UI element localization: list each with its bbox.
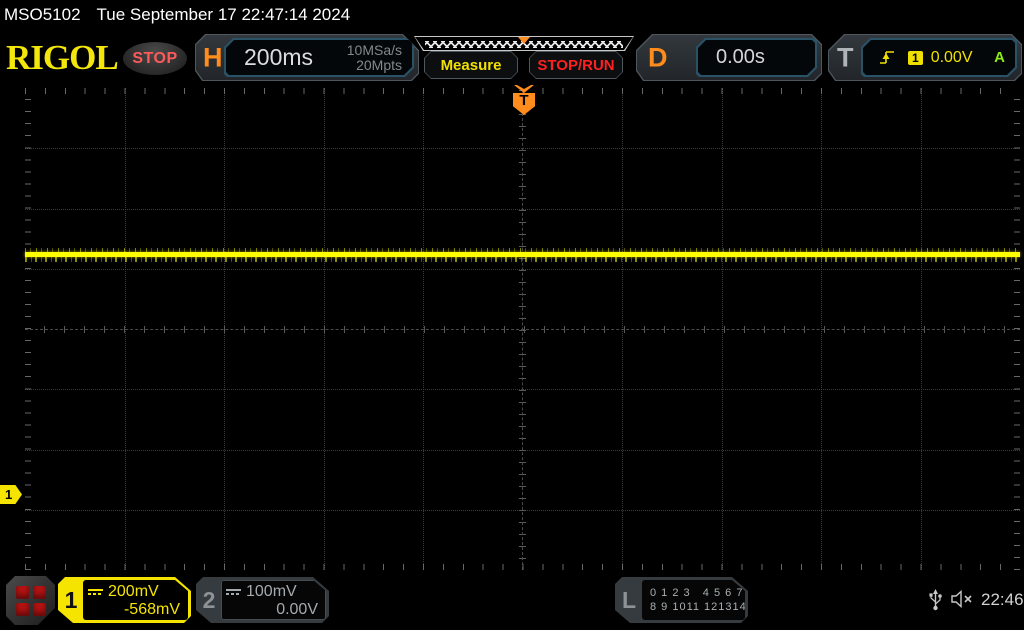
- axis-ticks-right: [1014, 88, 1020, 570]
- timebase-value: 200ms: [244, 44, 314, 70]
- zigzag-waveform-icon: [425, 41, 623, 48]
- channel1-offset: -568mV: [123, 601, 180, 618]
- trigger-settings-tab[interactable]: T 1 0.00V A: [828, 34, 1022, 81]
- channel1-ground-marker[interactable]: 1: [0, 485, 22, 504]
- memory-depth: 20Mpts: [356, 56, 402, 73]
- delay-settings-tab[interactable]: D 0.00s: [636, 34, 822, 81]
- dc-coupling-icon: [88, 589, 103, 595]
- channel1-number: 1: [64, 586, 78, 613]
- channel2-number: 2: [202, 586, 216, 613]
- usb-icon: [929, 589, 942, 611]
- axis-ticks-left: [25, 88, 31, 570]
- channel2-badge[interactable]: 2 100mV 0.00V: [196, 577, 329, 623]
- stop-run-button[interactable]: STOP/RUN: [529, 51, 623, 79]
- clock-text: 22:46: [981, 590, 1024, 609]
- stop-run-button-label: STOP/RUN: [530, 52, 622, 78]
- trigger-level-value: 0.00V: [930, 48, 973, 66]
- dc-coupling-icon: [226, 589, 241, 595]
- channel2-scale: 100mV: [246, 583, 297, 600]
- run-state-indicator[interactable]: STOP: [123, 42, 187, 75]
- sample-rate: 10MSa/s: [346, 41, 402, 58]
- rigol-logo: RIGOL: [6, 38, 119, 77]
- model-name: MSO5102: [4, 5, 81, 24]
- delay-value: 0.00s: [716, 46, 765, 68]
- timebase-box[interactable]: 200ms 10MSa/s 20Mpts: [224, 38, 414, 77]
- horizontal-label: H: [203, 42, 223, 72]
- axis-ticks-bottom: [25, 564, 1020, 570]
- datetime-text: Tue September 17 22:47:14 2024: [96, 5, 351, 24]
- channel-menu-button[interactable]: [6, 576, 55, 625]
- trigger-mode-label: A: [994, 49, 1005, 66]
- channel1-waveform-trace: [25, 248, 1020, 262]
- delay-label: D: [648, 42, 668, 72]
- logic-row-1: 0 1 2 3 4 5 6 7: [650, 587, 744, 599]
- trigger-box[interactable]: 1 0.00V A: [861, 38, 1017, 77]
- trigger-position-notch-icon[interactable]: [514, 85, 534, 93]
- trigger-position-marker[interactable]: T: [513, 93, 535, 115]
- measure-button-label: Measure: [425, 52, 517, 78]
- center-horizontal-axis: [25, 326, 1020, 333]
- trigger-source-chip: 1: [908, 51, 923, 65]
- red-grid-menu-icon: [16, 586, 46, 616]
- delay-box[interactable]: 0.00s: [696, 38, 817, 77]
- speaker-muted-icon[interactable]: [950, 590, 976, 608]
- horizontal-settings-tab[interactable]: H 200ms 10MSa/s 20Mpts: [195, 34, 419, 81]
- channel2-offset: 0.00V: [276, 601, 318, 618]
- logic-channels-badge[interactable]: L 0 1 2 3 4 5 6 7 8 9 1011 12131415: [615, 577, 748, 623]
- logic-label: L: [621, 586, 637, 613]
- measure-button[interactable]: Measure: [424, 51, 518, 79]
- channel1-scale: 200mV: [108, 583, 159, 600]
- run-state-label: STOP: [132, 49, 178, 67]
- waveform-position-bar[interactable]: [414, 36, 634, 51]
- channel1-badge[interactable]: 1 200mV -568mV: [58, 577, 191, 623]
- trigger-label: T: [837, 42, 854, 72]
- trigger-position-triangle-icon[interactable]: [518, 37, 530, 44]
- graticule: [25, 88, 1020, 570]
- rising-edge-icon: [879, 49, 896, 66]
- logic-row-2: 8 9 1011 12131415: [650, 601, 761, 613]
- title-bar: MSO5102 Tue September 17 22:47:14 2024: [0, 0, 1024, 30]
